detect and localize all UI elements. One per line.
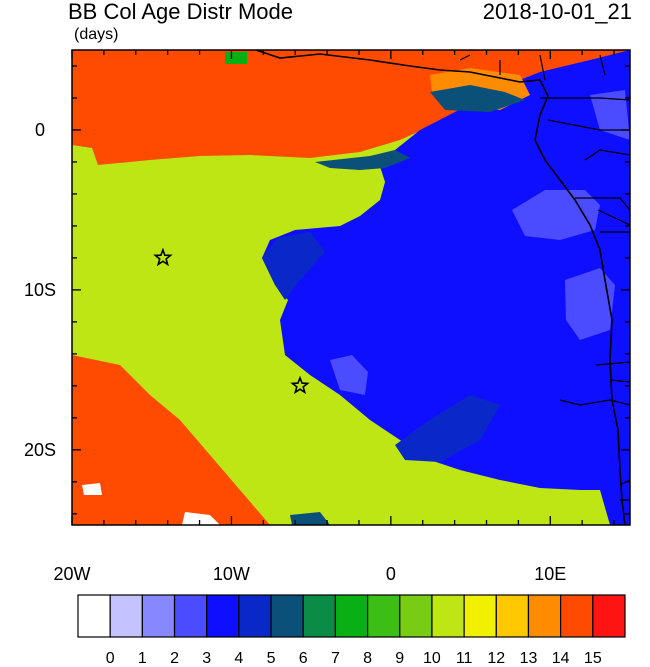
y-tick-label: 20S bbox=[24, 440, 56, 460]
field-age-6-7-coast bbox=[430, 85, 525, 112]
colorbar-label: 6 bbox=[299, 650, 308, 667]
colorbar-label: 5 bbox=[267, 650, 276, 667]
field-age-3-4 bbox=[262, 50, 630, 525]
colorbar-swatch bbox=[238, 594, 272, 638]
colorbar-swatch bbox=[431, 594, 465, 638]
map-plot-area bbox=[72, 50, 630, 525]
x-tick-label: 10W bbox=[213, 564, 250, 584]
x-tick-label: 0 bbox=[386, 564, 396, 584]
country-border-north bbox=[459, 54, 606, 81]
field-age-13-14-south bbox=[72, 355, 270, 525]
colorbar-label: 4 bbox=[234, 650, 243, 667]
colorbar-swatch bbox=[463, 594, 497, 638]
y-tick-label: 10S bbox=[24, 280, 56, 300]
plot-frame bbox=[71, 49, 631, 526]
colorbar-swatch bbox=[206, 594, 240, 638]
field-age-2-3-patch-a bbox=[512, 190, 600, 240]
colorbar-label: 8 bbox=[363, 650, 372, 667]
colorbar-swatch bbox=[302, 594, 337, 638]
colorbar-swatch bbox=[77, 594, 111, 638]
colorbar-swatch bbox=[270, 594, 304, 638]
colorbar-swatch bbox=[173, 594, 208, 638]
colorbar-label: 15 bbox=[584, 650, 602, 667]
colorbar-swatch bbox=[334, 594, 369, 638]
field-age-2-3-patch-d bbox=[590, 90, 630, 140]
colorbar-swatch bbox=[109, 594, 143, 638]
x-tick-label: 20W bbox=[53, 564, 90, 584]
colorbar-label: 1 bbox=[138, 650, 147, 667]
x-tick-label: 10E bbox=[534, 564, 566, 584]
colorbar: 0 1 2 3 4 5 6 7 8 9 10 11 12 13 14 15 bbox=[77, 594, 626, 667]
site-star-1-icon bbox=[153, 247, 173, 267]
y-tick-label: 0 bbox=[35, 120, 45, 140]
field-age-4-5-west bbox=[262, 232, 325, 300]
field-age-7-8-patch bbox=[225, 52, 247, 64]
colorbar-swatch bbox=[366, 594, 401, 638]
colorbar-label: 2 bbox=[170, 650, 179, 667]
field-age-2-3-patch-c bbox=[330, 355, 368, 395]
field-age-2-3-patch-b bbox=[565, 268, 615, 340]
colorbar-swatch bbox=[592, 594, 626, 638]
colorbar-swatch bbox=[399, 594, 433, 638]
colorbar-swatch bbox=[560, 594, 594, 638]
colorbar-label: 12 bbox=[487, 650, 505, 667]
map-datetime: 2018-10-01_21 bbox=[482, 0, 632, 24]
markers-layer bbox=[153, 247, 310, 395]
colorbar-label: 10 bbox=[423, 650, 441, 667]
coastline bbox=[255, 50, 626, 525]
field-age-4-5-south bbox=[395, 395, 500, 462]
field-age-0-1-spot-b bbox=[82, 483, 102, 495]
colorbar-label: 3 bbox=[202, 650, 211, 667]
colorbar-swatch bbox=[495, 594, 530, 638]
site-star-2-icon bbox=[290, 375, 310, 395]
country-border bbox=[540, 97, 630, 501]
field-age-5-6-north bbox=[315, 150, 410, 170]
colorbar-label: 7 bbox=[331, 650, 340, 667]
colorbar-label: 11 bbox=[456, 650, 473, 667]
field-age-5-6-south bbox=[290, 512, 330, 525]
colorbar-label: 13 bbox=[520, 650, 538, 667]
colorbar-label: 9 bbox=[395, 650, 404, 667]
colorbar-swatch bbox=[141, 594, 176, 638]
colorbar-swatch bbox=[527, 594, 562, 638]
colorbar-label: 14 bbox=[552, 650, 570, 667]
map-title: BB Col Age Distr Mode bbox=[68, 0, 293, 24]
map-units: (days) bbox=[74, 26, 119, 43]
colorbar-label: 0 bbox=[106, 650, 115, 667]
field-age-0-1-spot-a bbox=[182, 512, 220, 525]
axes-layer: 20W 10W 0 10E 0 10S 20S bbox=[24, 50, 630, 584]
